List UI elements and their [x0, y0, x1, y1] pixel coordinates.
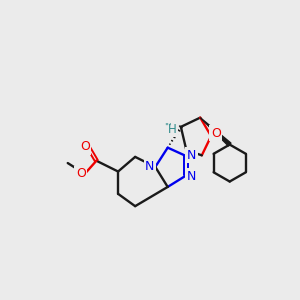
- Text: N: N: [187, 149, 196, 162]
- Text: O: O: [76, 167, 86, 180]
- Polygon shape: [200, 118, 231, 146]
- Text: H: H: [168, 123, 177, 136]
- Text: O: O: [80, 140, 90, 153]
- Text: N: N: [187, 169, 196, 183]
- Text: ''': ''': [164, 123, 172, 132]
- Text: O: O: [211, 127, 221, 140]
- Text: N: N: [145, 160, 154, 173]
